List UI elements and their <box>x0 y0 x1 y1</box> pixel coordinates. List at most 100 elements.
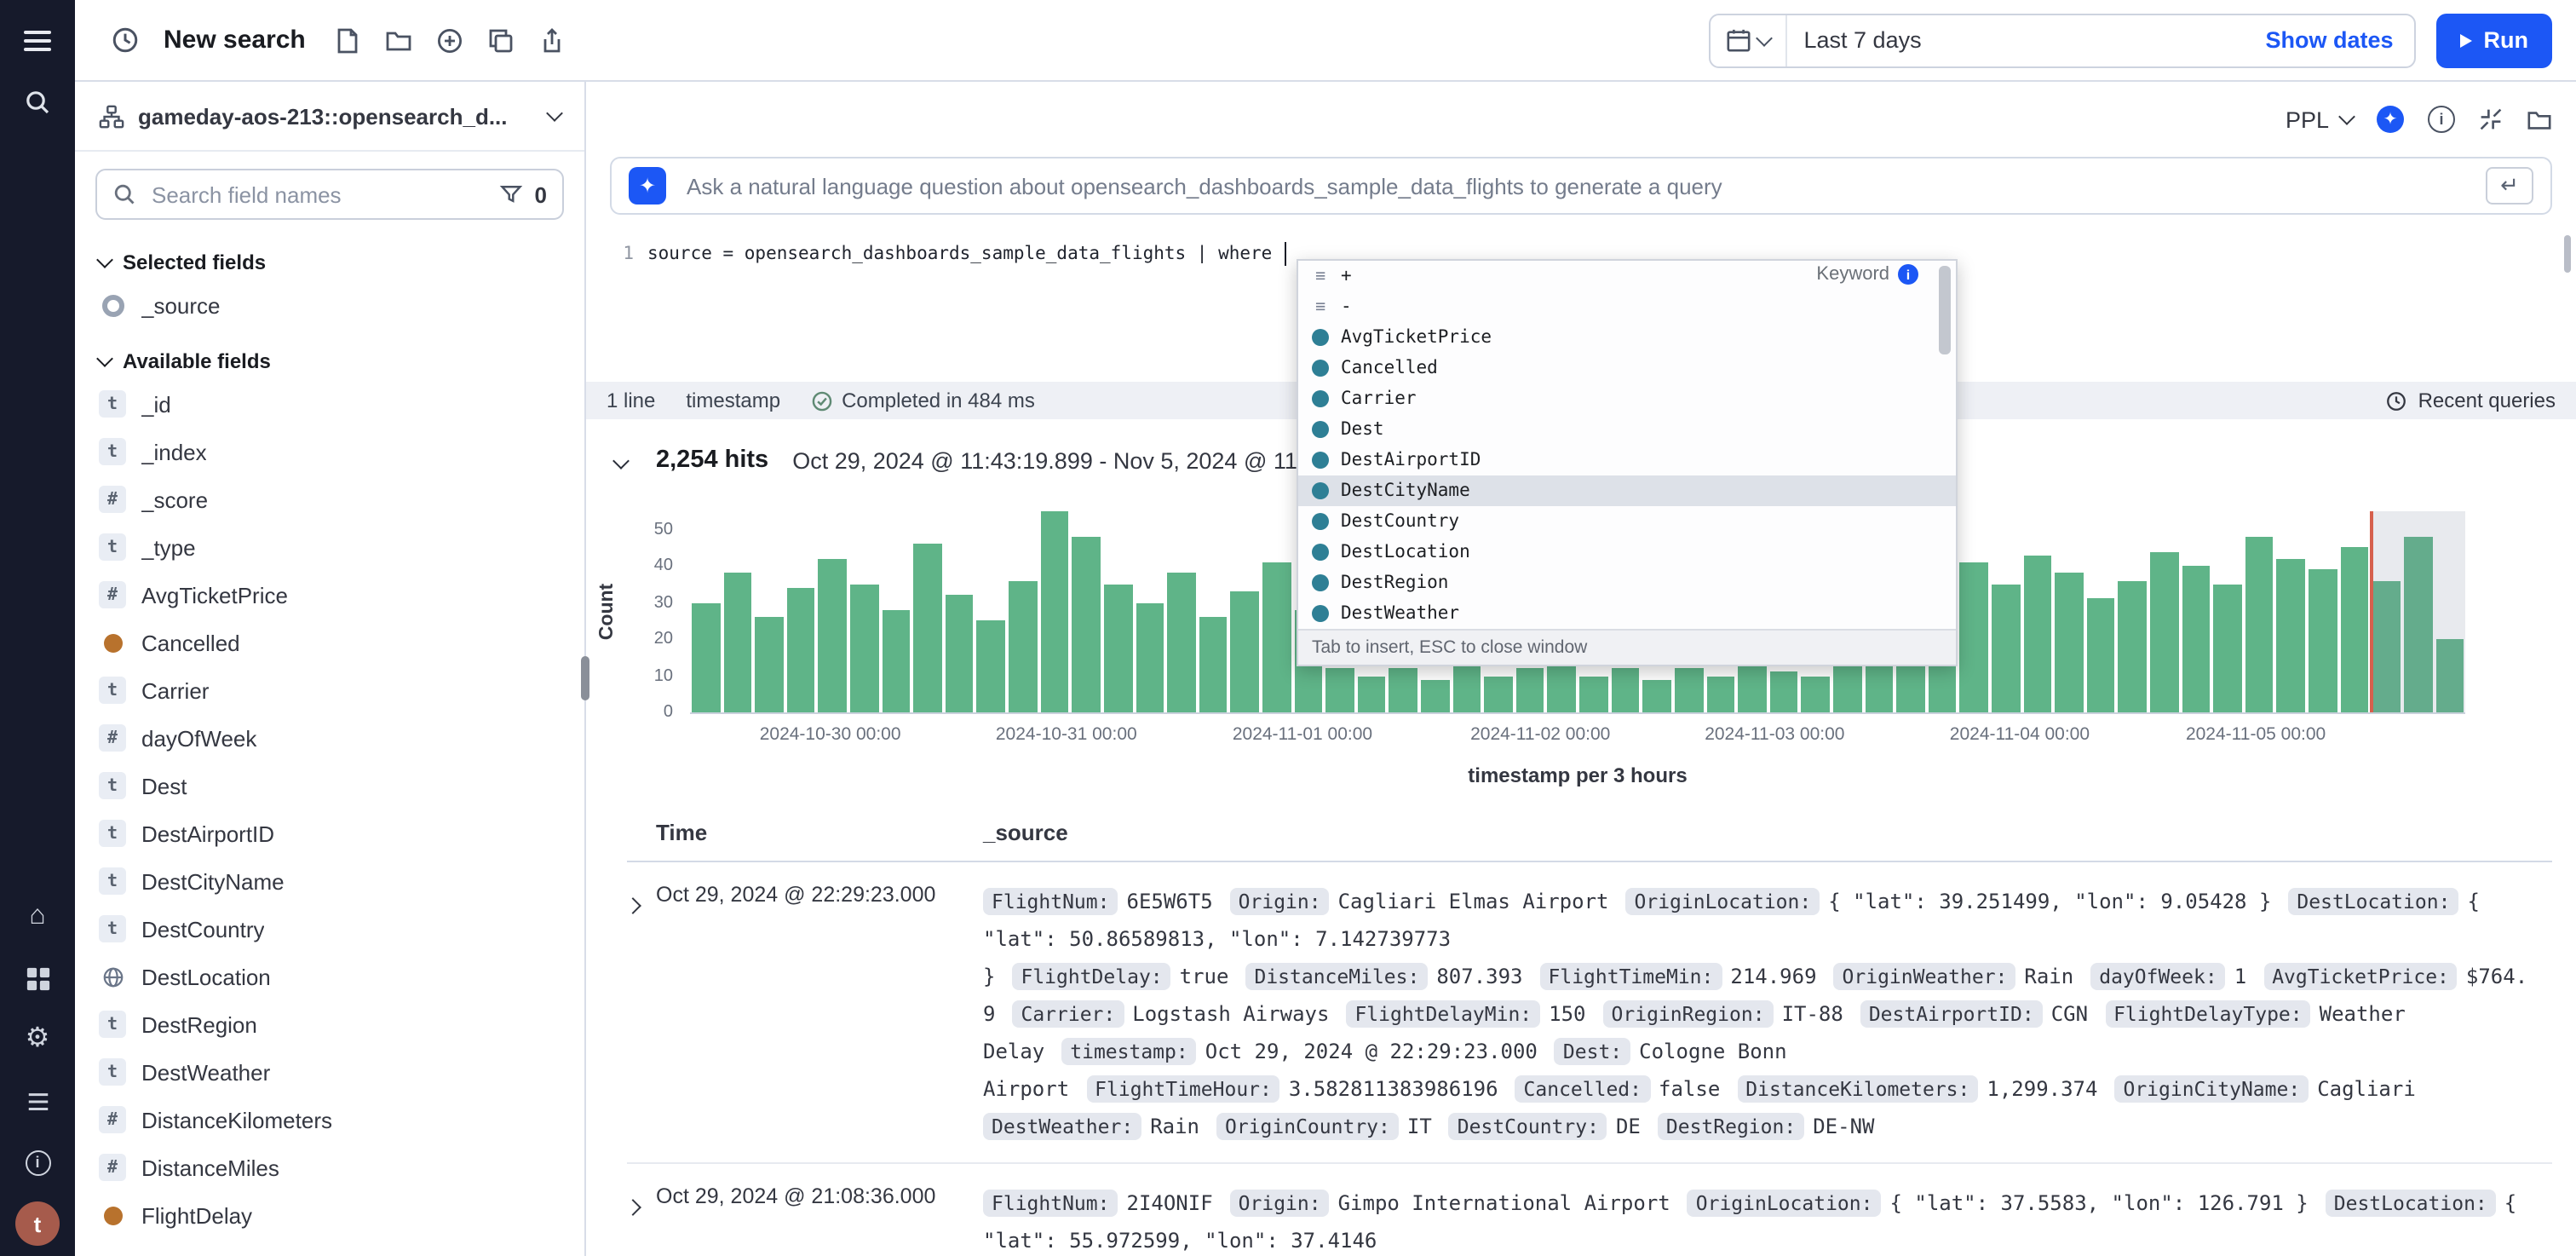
filter-funnel-icon[interactable] <box>499 182 523 206</box>
recent-queries-button[interactable]: Recent queries <box>2386 389 2556 412</box>
line-number: 1 <box>623 244 634 264</box>
kind-info-icon[interactable]: i <box>1898 264 1918 285</box>
available-fields-header[interactable]: Available fields <box>75 329 584 380</box>
home-icon[interactable]: ⌂ <box>29 902 46 930</box>
suggestion-label: + <box>1341 266 1352 286</box>
histogram-bars[interactable] <box>690 511 2465 712</box>
field-item[interactable]: # DistanceMiles <box>75 1144 584 1191</box>
suggestion-label: DestAirportID <box>1341 450 1481 470</box>
y-axis-label: Count <box>596 583 618 641</box>
run-button[interactable]: Run <box>2435 13 2552 67</box>
field-value: false <box>1659 1077 1721 1101</box>
field-item[interactable]: _source <box>75 281 584 329</box>
suggestion-item[interactable]: ≡ + <box>1298 261 1956 291</box>
time-selection-overlay <box>2370 511 2465 712</box>
logs-list-icon[interactable] <box>0 1077 75 1125</box>
field-item[interactable]: t DestCityName <box>75 857 584 905</box>
check-circle-icon <box>812 390 832 411</box>
history-clock-icon[interactable] <box>102 18 147 62</box>
natural-language-input[interactable] <box>683 171 2469 200</box>
field-item[interactable]: FlightDelay <box>75 1191 584 1239</box>
table-rows: Oct 29, 2024 @ 22:29:23.000 FlightNum: 6E5… <box>627 862 2552 1256</box>
selected-fields-list: _source <box>75 281 584 329</box>
suggestion-item[interactable]: Cancelled <box>1298 353 1956 383</box>
suggestion-item[interactable]: ≡ - <box>1298 291 1956 322</box>
suggestion-label: Dest <box>1341 419 1384 440</box>
panel-resizer[interactable] <box>581 656 589 700</box>
show-dates-button[interactable]: Show dates <box>2265 27 2394 53</box>
language-selector[interactable]: PPL <box>2286 107 2355 132</box>
field-item[interactable]: t DestAirportID <box>75 809 584 857</box>
suggestion-item[interactable]: Carrier <box>1298 383 1956 414</box>
open-folder-icon[interactable] <box>377 18 422 62</box>
source-cell: FlightNum: 2I4ONIF Origin: Gimpo Internatio… <box>983 1184 2552 1256</box>
suggestion-item[interactable]: DestCityName <box>1298 475 1956 506</box>
suggestion-item[interactable]: AvgTicketPrice <box>1298 322 1956 353</box>
new-plus-icon[interactable] <box>428 18 473 62</box>
date-range-label[interactable]: Last 7 days <box>1803 27 1922 53</box>
histogram-bar <box>1199 617 1228 712</box>
datasource-selector[interactable]: gameday-aos-213::opensearch_d... <box>75 82 584 152</box>
submit-return-button[interactable]: ↵ <box>2486 167 2533 205</box>
histogram-bar <box>1136 602 1164 712</box>
field-item[interactable]: t _id <box>75 380 584 428</box>
field-item[interactable]: t DestRegion <box>75 1000 584 1048</box>
settings-gear-icon[interactable]: ⚙ <box>25 1024 50 1053</box>
apps-grid-icon[interactable] <box>0 954 75 1002</box>
chevron-down-icon <box>96 251 113 268</box>
field-item[interactable]: t _index <box>75 428 584 475</box>
field-item[interactable]: t Carrier <box>75 666 584 714</box>
editor-scrollbar[interactable] <box>2564 235 2571 273</box>
info-icon[interactable]: i <box>0 1138 75 1186</box>
histogram-bar <box>723 573 752 712</box>
app-rail: ⌂ ⚙ i t <box>0 0 75 1256</box>
main-content: PPL ✦ i ✦ ↵ 1 source = opensearch_dashbo… <box>586 82 2576 1256</box>
field-item[interactable]: Cancelled <box>75 619 584 666</box>
collapse-editor-icon[interactable] <box>2479 107 2503 131</box>
collapse-results-chevron[interactable] <box>610 440 632 481</box>
info-icon[interactable]: i <box>2428 106 2455 133</box>
available-fields-list: t _id t _index # _score t _type # AvgTicketPrice C… <box>75 380 584 1239</box>
field-item[interactable]: t DestCountry <box>75 905 584 953</box>
field-item[interactable]: # _score <box>75 475 584 523</box>
selected-fields-header[interactable]: Selected fields <box>75 230 584 281</box>
field-search-input[interactable] <box>148 180 487 209</box>
suggestion-item[interactable]: DestAirportID <box>1298 445 1956 475</box>
field-item[interactable]: # DistanceKilometers <box>75 1096 584 1144</box>
histogram-bar <box>1103 584 1133 712</box>
suggestion-item[interactable]: DestCountry <box>1298 506 1956 537</box>
share-icon[interactable] <box>531 18 575 62</box>
save-icon[interactable] <box>326 18 371 62</box>
menu-icon[interactable] <box>0 17 75 65</box>
field-name: _score <box>141 487 209 512</box>
field-item[interactable]: t _type <box>75 523 584 571</box>
suggestion-kind: Keyword i <box>1816 264 1918 285</box>
field-item[interactable]: DestLocation <box>75 953 584 1000</box>
page-title: New search <box>164 26 306 55</box>
suggestion-item[interactable]: DestWeather <box>1298 598 1956 629</box>
field-item[interactable]: # dayOfWeek <box>75 714 584 762</box>
suggestion-scrollbar[interactable] <box>1939 266 1951 354</box>
suggestion-item[interactable]: Dest <box>1298 414 1956 445</box>
y-axis-tick: 40 <box>653 556 673 576</box>
field-key: FlightDelayMin: <box>1346 1000 1541 1028</box>
expand-row-button[interactable] <box>627 890 656 920</box>
field-suggestion-icon <box>1312 544 1329 561</box>
field-key: DestCountry: <box>1448 1113 1607 1140</box>
histogram-bar <box>2213 584 2242 712</box>
suggestion-item[interactable]: DestRegion <box>1298 568 1956 598</box>
quick-select-calendar-icon[interactable] <box>1711 14 1787 66</box>
search-icon[interactable] <box>0 78 75 126</box>
saved-queries-folder-icon[interactable] <box>2527 107 2552 132</box>
assistant-icon[interactable]: ✦ <box>2377 106 2404 133</box>
field-item[interactable]: # AvgTicketPrice <box>75 571 584 619</box>
user-avatar[interactable]: t <box>0 1200 75 1247</box>
field-item[interactable]: t DestWeather <box>75 1048 584 1096</box>
histogram-bar <box>2403 537 2433 712</box>
suggestion-item[interactable]: DestLocation <box>1298 537 1956 568</box>
expand-row-button[interactable] <box>627 1191 656 1222</box>
query-editor[interactable]: 1 source = opensearch_dashboards_sample_… <box>607 232 2552 276</box>
field-item[interactable]: t Dest <box>75 762 584 809</box>
table-row: Oct 29, 2024 @ 21:08:36.000 FlightNum: 2I4… <box>627 1164 2552 1256</box>
duplicate-icon[interactable] <box>480 18 524 62</box>
